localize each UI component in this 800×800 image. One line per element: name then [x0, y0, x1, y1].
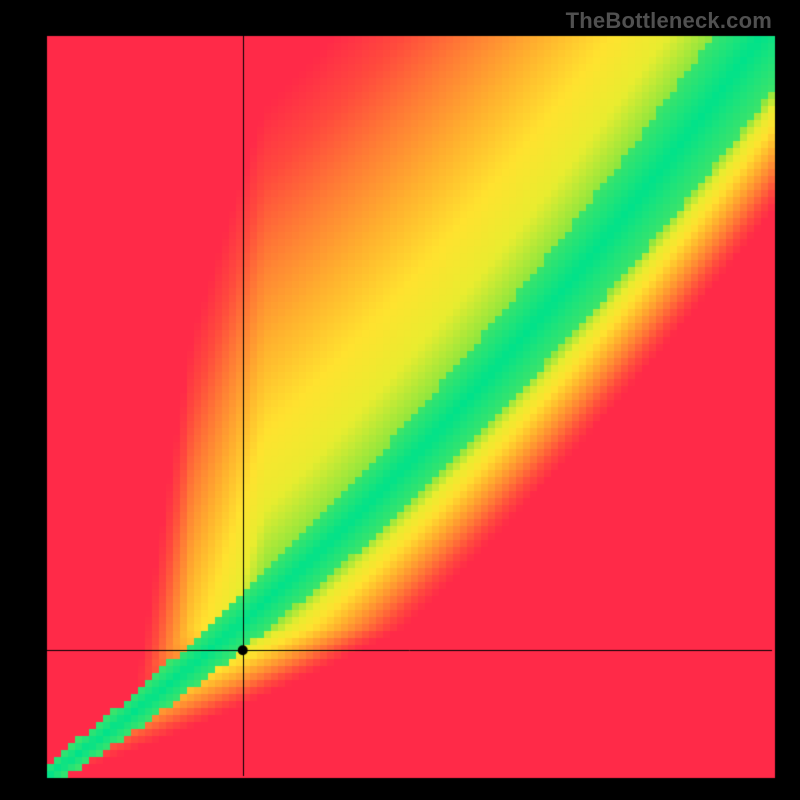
bottleneck-heatmap: [0, 0, 800, 800]
watermark-text: TheBottleneck.com: [566, 8, 772, 34]
